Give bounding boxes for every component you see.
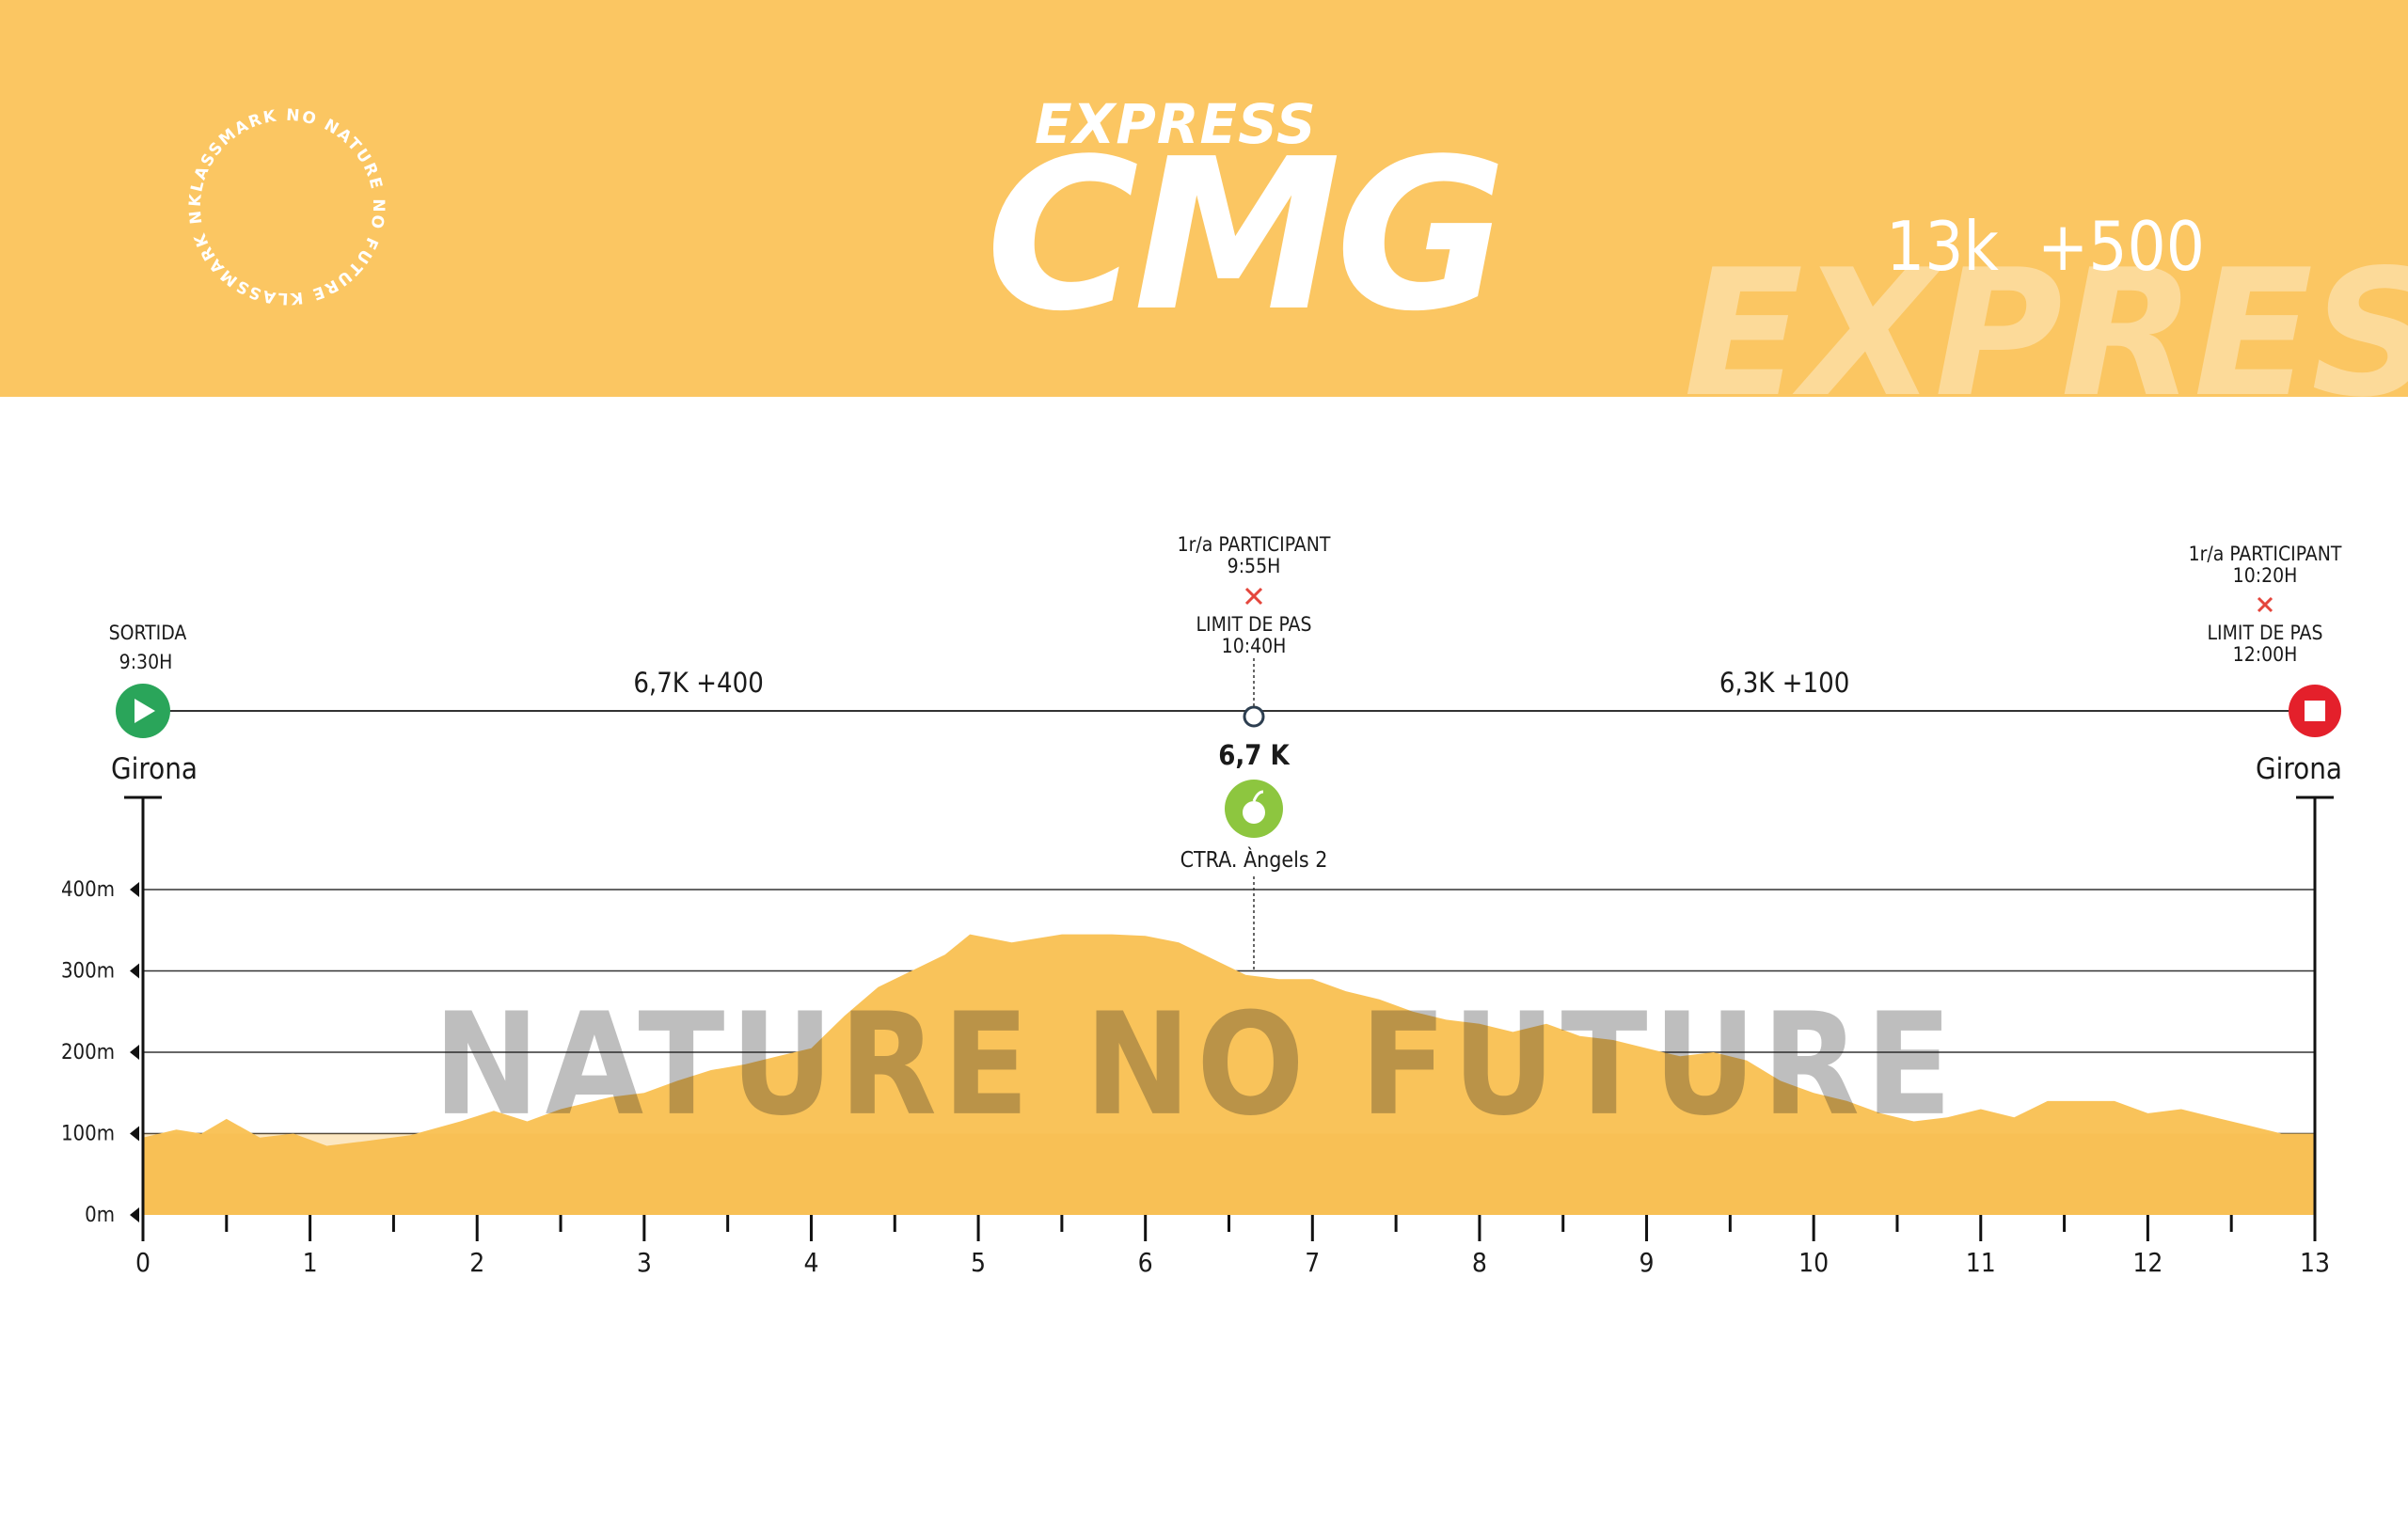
cutoff-time: 10:40H (1222, 635, 1287, 657)
play-icon (135, 699, 155, 723)
elevation-area: NATURE NO FUTURE (143, 934, 2315, 1215)
checkpoint-distance: 6,7 K (1218, 739, 1291, 771)
y-tick-label: 300m (61, 960, 115, 984)
y-tick-marker-400 (130, 882, 139, 897)
first-runner-time: 10:20H (2233, 564, 2298, 587)
first-runner-label: 1r/a PARTICIPANT (2189, 543, 2342, 565)
checkpoint-marker (1243, 705, 1265, 728)
klassmark-logo: KLASSMARK NO NATURE NO FUTURE KLASSMARK … (174, 94, 388, 307)
x-tick-label: 2 (469, 1247, 484, 1278)
finish-location: Girona (2256, 752, 2342, 786)
logo-text: KLASSMARK NO NATURE NO FUTURE KLASSMARK … (174, 94, 386, 307)
segment-label: 6,3K +100 (1719, 667, 1850, 699)
x-tick-label: 6 (1138, 1247, 1153, 1278)
y-tick-marker-300 (130, 963, 139, 979)
ghost-express-text: EXPRESS (1684, 231, 2408, 398)
x-tick-label: 12 (2132, 1247, 2162, 1278)
y-tick-marker-200 (130, 1045, 139, 1060)
stop-icon (2305, 701, 2325, 721)
y-tick-label: 100m (61, 1123, 115, 1146)
race-stats: 13k +500 (1886, 207, 2205, 286)
cutoff-cross-icon (1244, 587, 1263, 606)
watermark-text: NATURE NO FUTURE (434, 984, 1958, 1147)
header-banner: KLASSMARK NO NATURE NO FUTURE KLASSMARK … (0, 0, 2408, 397)
apple-leaf-icon (1252, 790, 1264, 802)
x-tick-label: 4 (803, 1247, 818, 1278)
first-runner-time: 9:55H (1228, 555, 1281, 577)
start-time-label: SORTIDA (109, 622, 187, 644)
y-tick-label: 200m (61, 1041, 115, 1064)
checkpoint-location: CTRA. Àngels 2 (1180, 846, 1328, 873)
y-tick-marker-0 (130, 1207, 139, 1222)
x-tick-label: 3 (637, 1247, 652, 1278)
title-express: EXPRESS (1035, 92, 1317, 156)
start-time: 9:30H (119, 651, 173, 673)
x-tick-label: 8 (1472, 1247, 1487, 1278)
title-cmg: CMG (986, 115, 1507, 357)
x-tick-label: 5 (971, 1247, 986, 1278)
apple-icon (1243, 801, 1265, 824)
start-location: Girona (111, 752, 198, 786)
x-tick-label: 10 (1798, 1247, 1829, 1278)
y-tick-label: 400m (61, 878, 115, 902)
cutoff-label: LIMIT DE PAS (1196, 613, 1312, 636)
x-tick-label: 11 (1966, 1247, 1996, 1278)
elevation-lower-band (143, 1133, 2315, 1215)
waypoint-labels: 6,7K +400 6,3K +100 SORTIDA 9:30H Girona 1r/a… (109, 533, 2342, 873)
y-tick-label: 0m (85, 1204, 115, 1227)
y-tick-marker-100 (130, 1126, 139, 1142)
first-runner-label: 1r/a PARTICIPANT (1178, 533, 1331, 556)
x-tick-label: 0 (135, 1247, 150, 1278)
x-tick-label: 13 (2300, 1247, 2330, 1278)
x-tick-label: 9 (1640, 1247, 1655, 1278)
x-tick-label: 1 (303, 1247, 318, 1278)
cutoff-label: LIMIT DE PAS (2208, 622, 2323, 644)
cutoff-time: 12:00H (2233, 643, 2298, 666)
elevation-area-path (143, 934, 2315, 1215)
svg-text:KLASSMARK NO NATURE NO FUTURE: KLASSMARK NO NATURE NO FUTURE KLASSMARK … (174, 94, 388, 307)
route-line (116, 658, 2341, 971)
cutoff-cross-icon (2257, 596, 2273, 613)
x-tick-label: 7 (1305, 1247, 1320, 1278)
segment-label: 6,7K +400 (633, 667, 764, 699)
